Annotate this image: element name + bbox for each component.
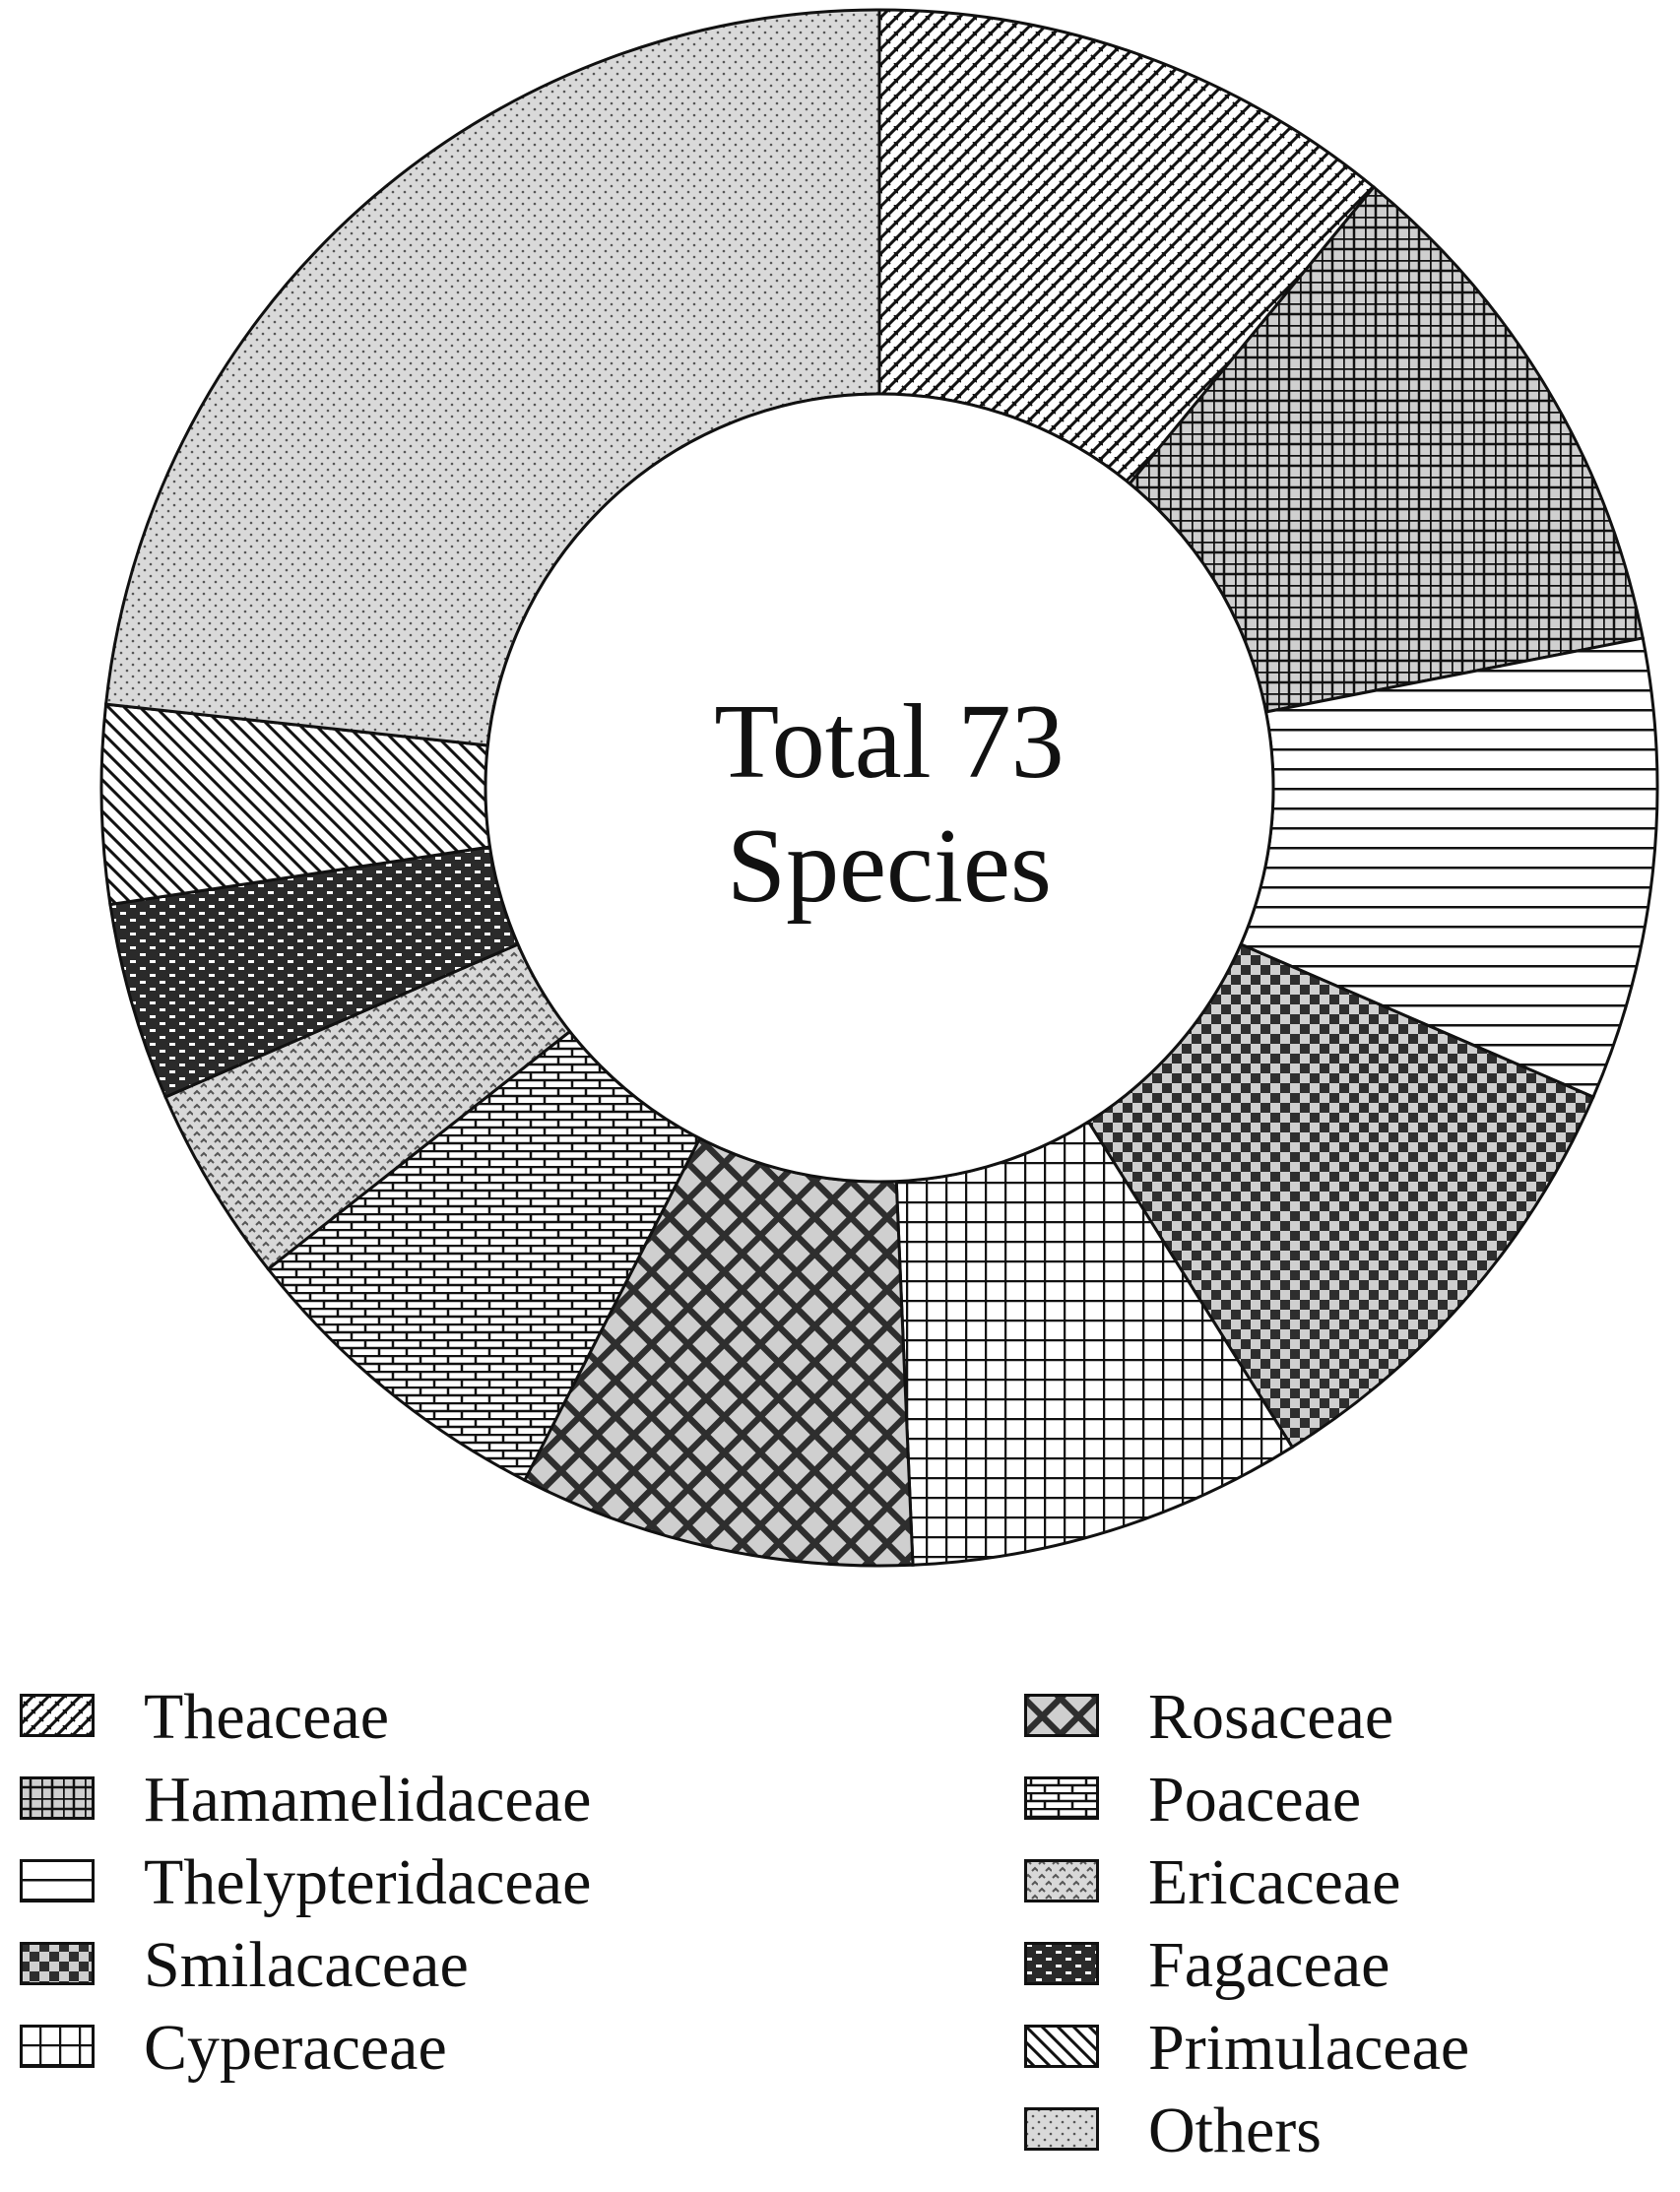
legend-swatch-primulaceae [1024,2025,1099,2068]
legend-label-fagaceae: Fagaceae [1148,1929,1390,2001]
legend-label-poaceae: Poaceae [1148,1764,1362,1836]
legend-swatch-poaceae [1024,1776,1099,1820]
legend-item-hamamelidaceae: Hamamelidaceae [20,1759,709,1841]
legend-item-primulaceae: Primulaceae [1024,2007,1680,2090]
legend-swatch-thelypteridaceae [20,1859,95,1902]
donut-chart [99,8,1659,1568]
legend-label-hamamelidaceae: Hamamelidaceae [144,1764,592,1836]
legend-label-cyperaceae: Cyperaceae [144,2012,447,2084]
legend-swatch-hamamelidaceae [20,1776,95,1820]
legend-item-cyperaceae: Cyperaceae [20,2007,709,2090]
legend-label-theaceae: Theaceae [144,1681,390,1753]
legend-item-poaceae: Poaceae [1024,1759,1680,1841]
legend-label-ericaceae: Ericaceae [1148,1846,1401,1918]
legend-swatch-smilacaceae [20,1942,95,1985]
legend-label-thelypteridaceae: Thelypteridaceae [144,1846,592,1918]
legend-swatch-cyperaceae [20,2025,95,2068]
legend-swatch-fagaceae [1024,1942,1099,1985]
legend-label-others: Others [1148,2095,1322,2166]
donut-hole [484,392,1275,1184]
legend-label-smilacaceae: Smilacaceae [144,1929,469,2001]
legend-item-smilacaceae: Smilacaceae [20,1924,709,2007]
legend-label-primulaceae: Primulaceae [1148,2012,1470,2084]
legend-swatch-others [1024,2107,1099,2151]
legend-item-theaceae: Theaceae [20,1676,709,1759]
legend-item-fagaceae: Fagaceae [1024,1924,1680,2007]
legend-item-others: Others [1024,2090,1680,2172]
center-label-line-2: Species [727,807,1052,925]
legend-item-thelypteridaceae: Thelypteridaceae [20,1841,709,1924]
legend-swatch-theaceae [20,1694,95,1737]
legend-swatch-ericaceae [1024,1859,1099,1902]
legend-item-rosaceae: Rosaceae [1024,1676,1680,1759]
legend-swatch-rosaceae [1024,1694,1099,1737]
legend-label-rosaceae: Rosaceae [1148,1681,1394,1753]
center-label-line-1: Total 73 [714,683,1065,801]
legend-item-ericaceae: Ericaceae [1024,1841,1680,1924]
